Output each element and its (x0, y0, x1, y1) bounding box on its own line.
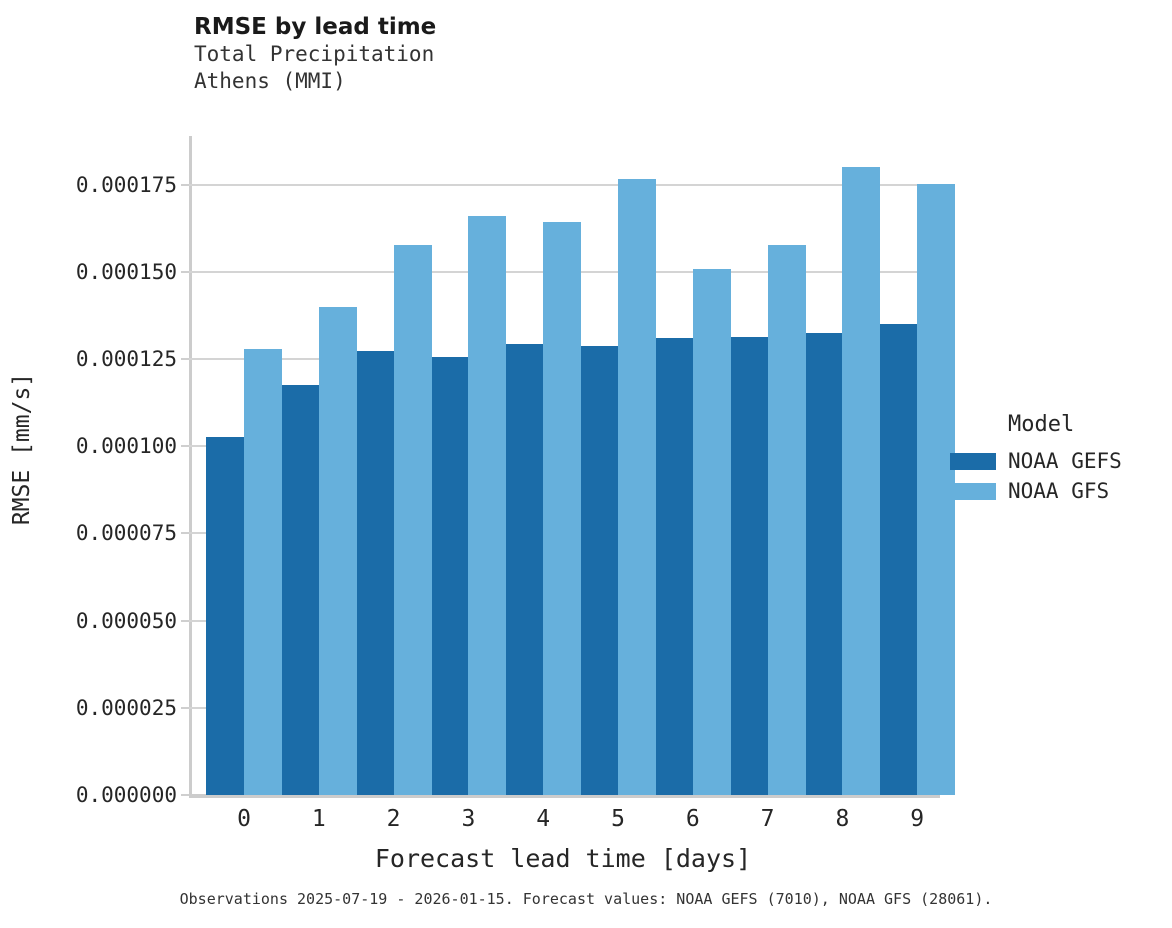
x-axis-tick-label: 1 (311, 806, 326, 832)
legend-swatch-icon (950, 482, 996, 500)
bar-noaa-gefs-day-6[interactable] (654, 338, 693, 795)
y-axis-tick-labels: 0.000000 0.000025 0.000050 0.000075 0.000100… (0, 0, 177, 928)
x-axis-tick-label: 8 (835, 806, 850, 832)
y-axis-tick (181, 619, 189, 622)
y-axis-tick (181, 794, 189, 796)
bar-noaa-gfs-day-1[interactable] (318, 306, 357, 795)
y-axis-tick (181, 532, 189, 535)
x-axis-tick-label: 7 (760, 806, 775, 832)
y-axis-tick-label: 0.000025 (75, 695, 177, 720)
bar-noaa-gefs-day-3[interactable] (430, 356, 469, 795)
y-axis-line (189, 136, 192, 797)
bar-noaa-gefs-day-9[interactable] (879, 324, 918, 795)
legend-item[interactable]: NOAA GFS (950, 476, 1165, 506)
bar-noaa-gfs-day-0[interactable] (244, 348, 282, 795)
x-axis-tick-label: 3 (461, 806, 476, 832)
legend-title: Model (1008, 412, 1075, 437)
x-axis-title: Forecast lead time [days] (374, 844, 752, 873)
x-axis-tick-label: 5 (611, 806, 625, 832)
y-axis-tick-label: 0.000050 (75, 608, 177, 633)
y-axis-tick (181, 445, 189, 448)
legend-swatch-icon (950, 452, 996, 470)
legend-entries: NOAA GEFS NOAA GFS (950, 446, 1165, 506)
bar-noaa-gfs-day-2[interactable] (393, 244, 432, 795)
bar-noaa-gfs-day-5[interactable] (618, 178, 656, 795)
legend-item-label: NOAA GFS (1008, 479, 1110, 503)
x-axis-tick-label: 0 (237, 806, 251, 832)
plot-area (189, 136, 956, 795)
title-block: RMSE by lead time Total Precipitation At… (194, 14, 894, 95)
bar-noaa-gefs-day-2[interactable] (355, 351, 394, 795)
x-axis-line (189, 794, 940, 798)
bar-noaa-gefs-day-0[interactable] (206, 436, 244, 795)
footer-caption: Observations 2025-07-19 - 2026-01-15. Fo… (179, 890, 993, 908)
x-axis-tick-label: 2 (386, 806, 401, 832)
x-axis-tick-label: 9 (910, 806, 925, 832)
y-axis-title: RMSE [mm/s] (9, 372, 35, 526)
legend-item[interactable]: NOAA GEFS (950, 446, 1165, 476)
bar-noaa-gfs-day-9[interactable] (917, 183, 956, 795)
bar-noaa-gfs-day-8[interactable] (842, 167, 881, 795)
y-axis-tick-label: 0.000100 (75, 434, 177, 459)
y-axis-tick-label: 0.000150 (75, 259, 177, 284)
y-axis-tick-label: 0.000000 (75, 783, 177, 807)
bar-noaa-gefs-day-8[interactable] (804, 332, 843, 795)
x-axis-tick-label: 6 (685, 806, 700, 832)
y-axis-tick (181, 270, 189, 273)
bar-noaa-gfs-day-7[interactable] (767, 245, 806, 795)
legend: Model NOAA GEFS NOAA GFS (950, 412, 1165, 506)
bar-noaa-gefs-day-7[interactable] (729, 336, 768, 795)
bar-noaa-gfs-day-4[interactable] (543, 222, 582, 795)
y-axis-tick-label: 0.000175 (75, 172, 177, 197)
chart-subtitle-location: Athens (MMI) (194, 69, 346, 93)
bar-noaa-gefs-day-1[interactable] (280, 385, 319, 795)
bar-noaa-gfs-day-3[interactable] (468, 216, 507, 795)
bar-noaa-gefs-day-5[interactable] (580, 345, 618, 795)
gridline (189, 183, 937, 186)
y-axis-tick-label: 0.000075 (75, 521, 177, 546)
x-axis-tick-label: 4 (536, 806, 551, 832)
page-title: RMSE by lead time (194, 14, 437, 40)
bar-noaa-gefs-day-4[interactable] (505, 343, 544, 795)
y-axis-tick (181, 706, 189, 709)
y-axis-tick-label: 0.000125 (75, 347, 177, 372)
chart-subtitle-variable: Total Precipitation (194, 42, 435, 66)
y-axis-tick (181, 358, 189, 361)
legend-item-label: NOAA GEFS (1008, 449, 1122, 473)
y-axis-tick (181, 183, 189, 186)
bar-noaa-gfs-day-6[interactable] (692, 269, 731, 795)
